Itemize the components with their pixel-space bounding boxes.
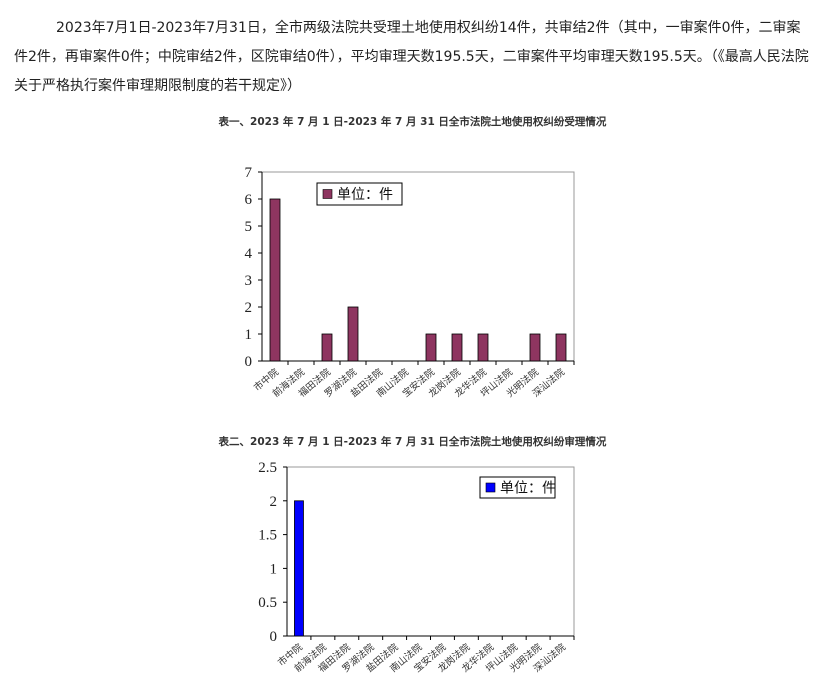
- bar: [451, 333, 463, 362]
- chart2-title: 表二、2023 年 7 月 1 日-2023 年 7 月 31 日全市法院土地使…: [218, 436, 607, 448]
- y-tick-label: 2.5: [258, 460, 277, 476]
- y-tick-label: 2: [245, 300, 253, 316]
- summary-paragraph: 2023年7月1日-2023年7月31日，全市两级法院共受理土地使用权纠纷14件…: [14, 20, 809, 94]
- y-tick-label: 1: [270, 561, 278, 577]
- legend-box: [316, 182, 403, 206]
- y-tick-label: 5: [245, 219, 253, 235]
- bar: [269, 198, 281, 362]
- y-tick-label: 2: [270, 494, 278, 510]
- y-tick-label: 0: [245, 354, 253, 370]
- plot-area: [261, 171, 575, 362]
- bar: [425, 333, 437, 362]
- y-tick-label: 3: [245, 273, 253, 289]
- y-tick-label: 0: [270, 629, 278, 645]
- legend-box: [479, 476, 556, 499]
- legend-label: 单位：件: [500, 481, 556, 497]
- y-tick-label: 6: [245, 192, 253, 208]
- chart1-title: 表一、2023 年 7 月 1 日-2023 年 7 月 31 日全市法院土地使…: [218, 116, 607, 128]
- legend-swatch: [485, 482, 496, 493]
- legend-label: 单位：件: [337, 187, 393, 203]
- bar: [347, 306, 359, 362]
- bar: [555, 333, 567, 362]
- bar: [321, 333, 333, 362]
- y-tick-label: 4: [245, 246, 253, 262]
- y-tick-label: 7: [245, 165, 253, 181]
- y-tick-label: 0.5: [258, 595, 277, 611]
- legend-swatch: [322, 189, 333, 199]
- y-tick-label: 1.5: [258, 528, 277, 544]
- bar: [529, 333, 541, 362]
- bar: [477, 333, 489, 362]
- bar: [294, 500, 304, 637]
- y-tick-label: 1: [245, 327, 253, 343]
